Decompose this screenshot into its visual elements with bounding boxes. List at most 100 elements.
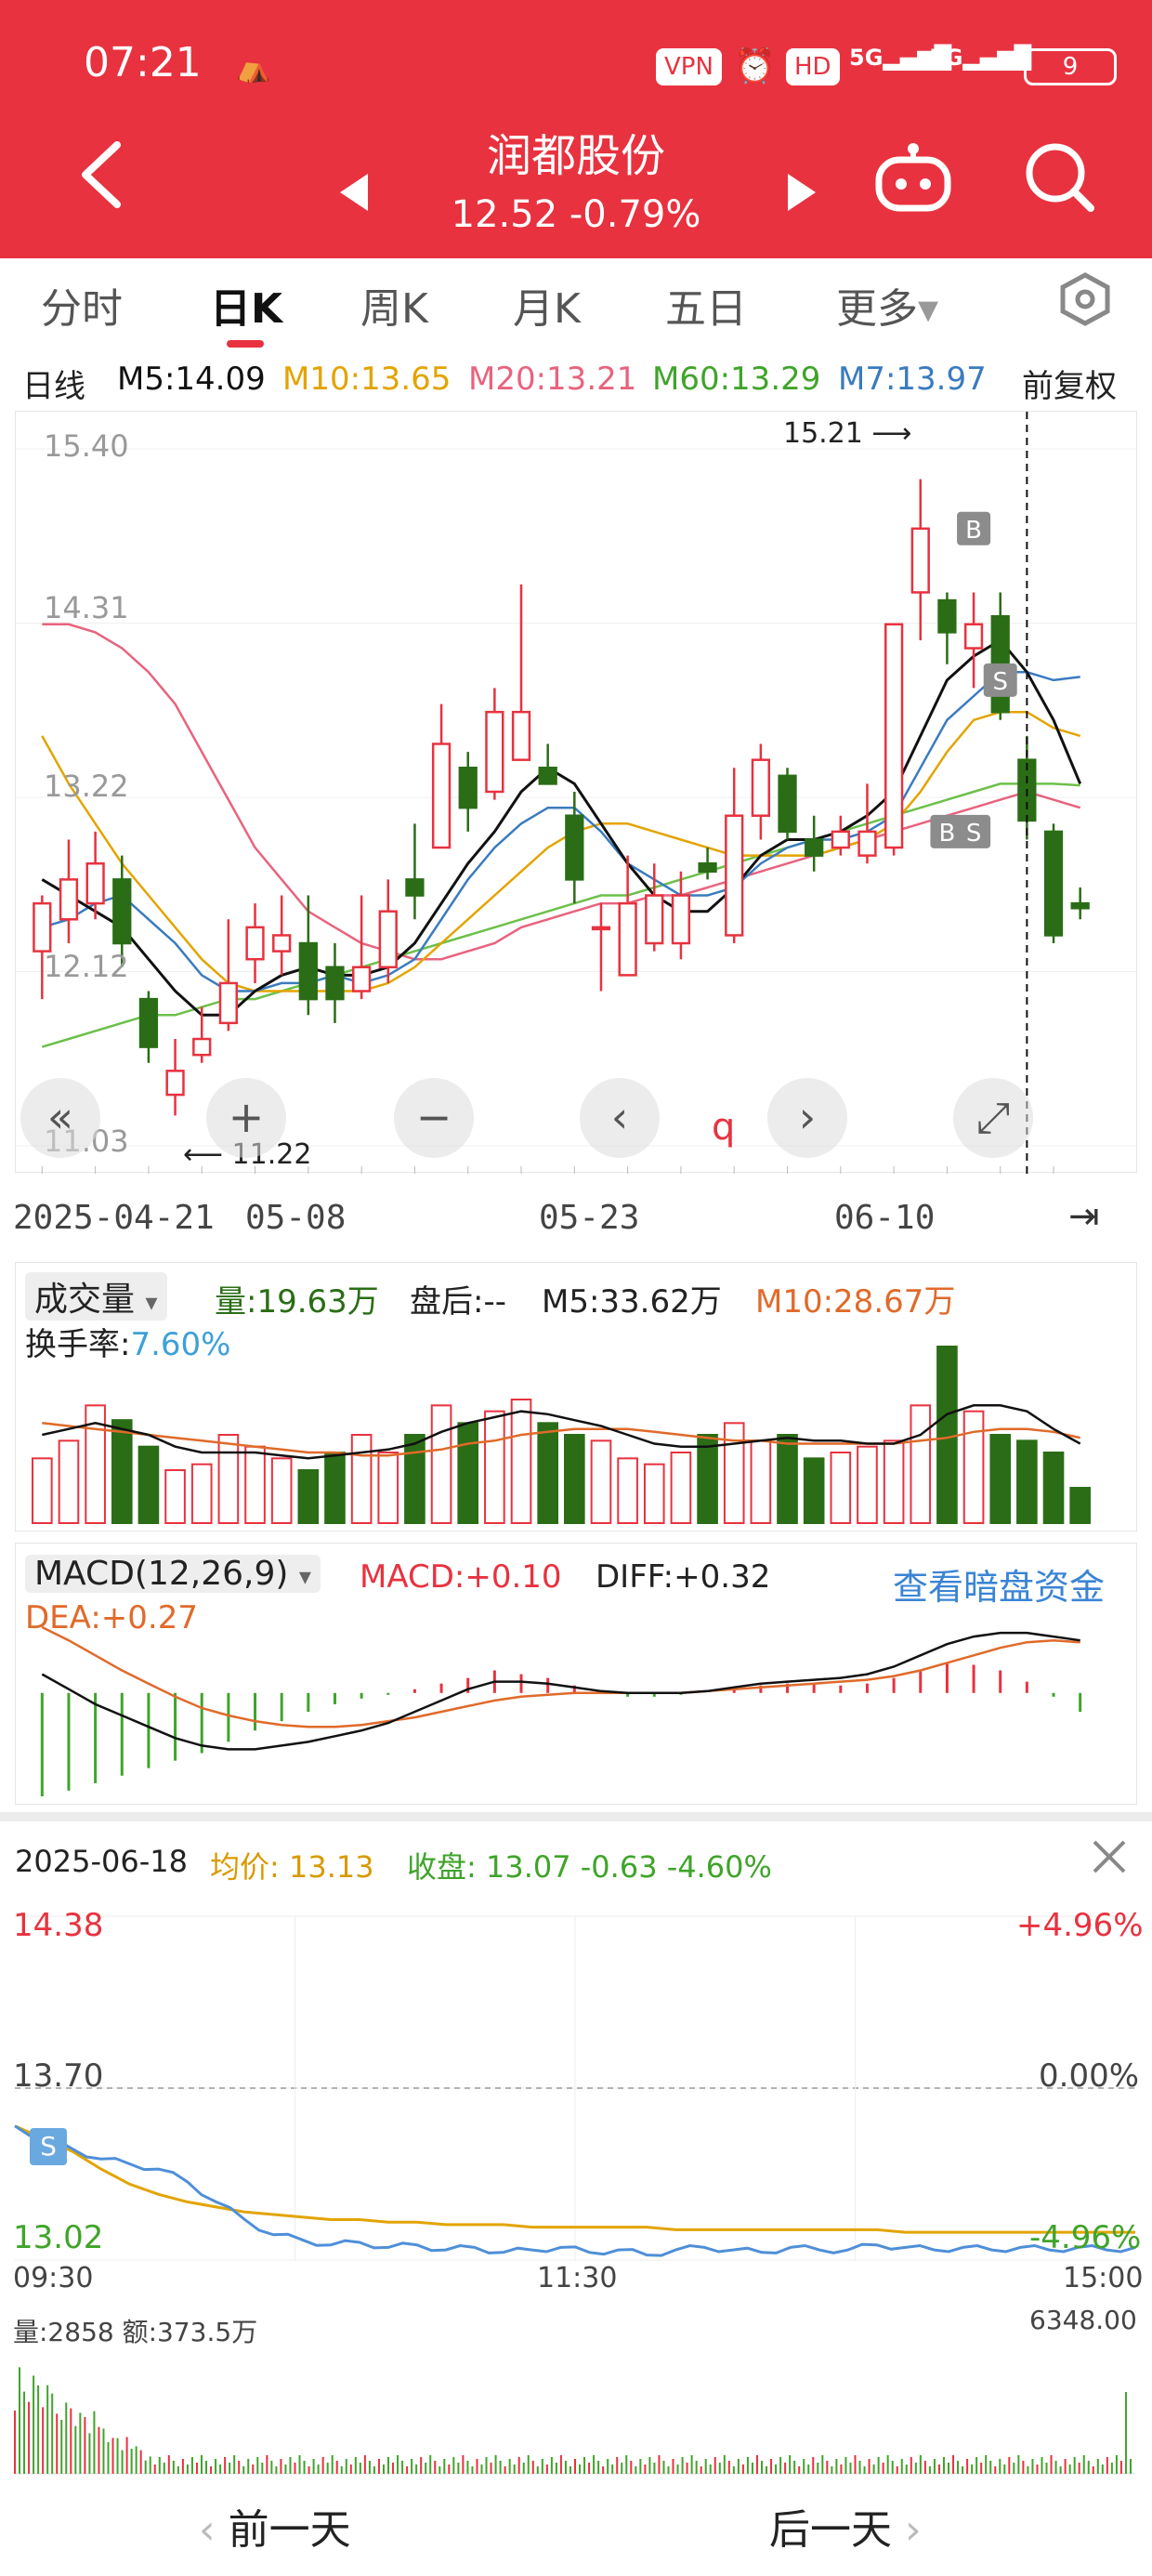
period-tabs: 分时 日K 周K 月K 五日 更多▾	[0, 258, 1152, 351]
volume-bar	[1016, 1439, 1038, 1524]
candle-body	[458, 766, 478, 809]
legend-m60: M60:13.29	[652, 361, 821, 398]
volume-bar	[617, 1457, 638, 1524]
fullscreen-button[interactable]: ⤢	[953, 1078, 1033, 1158]
candle-body	[698, 861, 717, 874]
tab-five-day[interactable]: 五日	[665, 285, 747, 333]
candle-body	[85, 861, 105, 905]
search-button[interactable]	[1022, 139, 1096, 224]
volume-ma10-line	[42, 1422, 1080, 1457]
stock-name: 润都股份	[486, 130, 665, 182]
candle-body	[778, 774, 797, 834]
scroll-right-button[interactable]: ›	[767, 1078, 847, 1158]
close-icon	[1093, 1840, 1126, 1873]
tab-more[interactable]: 更多▾	[836, 285, 939, 333]
legend-m20: M20:13.21	[468, 361, 637, 398]
candle-body	[112, 878, 132, 945]
triangle-left-icon	[340, 174, 368, 211]
volume-bar	[58, 1439, 80, 1524]
intraday-avg: 均价: 13.13	[210, 1849, 374, 1885]
tab-monthly-k[interactable]: 月K	[513, 285, 581, 333]
volume-bar	[244, 1445, 266, 1525]
volume-bar	[510, 1399, 532, 1524]
candle-body	[218, 981, 239, 1025]
candle-body	[618, 901, 637, 977]
intraday-svg	[14, 1915, 1136, 2475]
ma-line-m7	[41, 671, 1080, 992]
chevron-left-icon: ‹	[199, 2506, 229, 2554]
volume-bar	[590, 1439, 612, 1524]
volume-bar	[350, 1434, 373, 1524]
candle-body	[805, 838, 824, 857]
close-detail-button[interactable]	[1089, 1836, 1130, 1881]
candle-body	[165, 1070, 185, 1097]
candle-body	[485, 710, 504, 794]
legend-m7: M7:13.97	[838, 361, 987, 398]
volume-panel[interactable]: 成交量 ▾ 量:19.63万 盘后:-- M5:33.62万 M10:28.67…	[15, 1262, 1137, 1531]
jump-latest-button[interactable]: ⇥	[1068, 1195, 1100, 1238]
volume-bar	[217, 1434, 240, 1524]
settings-button[interactable]	[1057, 271, 1113, 331]
next-day-button[interactable]: 后一天 ›	[769, 2506, 922, 2554]
candle-body	[33, 901, 52, 953]
intraday-date: 2025-06-18	[15, 1844, 188, 1879]
dark-pool-link[interactable]: 查看暗盘资金	[893, 1567, 1106, 1608]
intraday-t-mid: 11:30	[537, 2262, 618, 2294]
trade-marker-bg	[957, 511, 991, 545]
adjust-mode-button[interactable]: 前复权	[1022, 368, 1117, 405]
intraday-y-top: 14.38	[13, 1907, 104, 1944]
candle-body	[405, 878, 425, 897]
volume-bar	[723, 1422, 745, 1524]
tab-daily-k[interactable]: 日K	[210, 285, 283, 333]
date-2: 05-23	[539, 1199, 640, 1237]
turnover-rate: 换手率:7.60%	[25, 1326, 231, 1363]
robot-button[interactable]	[873, 139, 953, 224]
scroll-left-button[interactable]: ‹	[580, 1078, 660, 1158]
candle-body	[1043, 830, 1064, 937]
volume-bar	[457, 1422, 479, 1524]
prev-stock-button[interactable]	[336, 156, 370, 223]
macd-indicator-select[interactable]: MACD(12,26,9) ▾	[25, 1555, 321, 1593]
tab-weekly-k[interactable]: 周K	[360, 285, 428, 333]
trade-marker-text: B	[939, 820, 956, 848]
ma-line-m60	[41, 782, 1080, 1048]
s-trade-marker: S	[30, 2128, 67, 2165]
intraday-y-bot: 13.02	[13, 2219, 104, 2256]
volume-bar	[1042, 1452, 1065, 1524]
volume-bar	[750, 1439, 772, 1524]
y-label-4: 12.12	[44, 949, 129, 984]
candle-body	[751, 758, 771, 817]
intraday-t-start: 09:30	[13, 2262, 94, 2294]
tab-timeshare[interactable]: 分时	[41, 285, 123, 333]
zoom-out-button[interactable]: −	[394, 1078, 474, 1158]
macd-panel[interactable]: MACD(12,26,9) ▾ MACD:+0.10 DIFF:+0.32 查看…	[15, 1543, 1137, 1805]
candle-body	[538, 766, 557, 785]
candle-body	[725, 814, 744, 937]
intraday-pct-mid: 0.00%	[1039, 2057, 1140, 2095]
volume-bar	[430, 1404, 452, 1524]
candle-body	[325, 966, 345, 1001]
high-marker-label: 15.21 ⟶	[783, 417, 912, 450]
next-stock-button[interactable]	[786, 156, 819, 223]
stock-price: 12.52 -0.79%	[451, 193, 701, 236]
search-icon	[1026, 143, 1094, 212]
back-button[interactable]	[74, 138, 130, 222]
volume-bar	[484, 1410, 505, 1525]
volume-bar	[962, 1410, 985, 1525]
prev-day-button[interactable]: ‹ 前一天	[199, 2506, 351, 2554]
volume-bar	[137, 1445, 160, 1525]
dea-line	[41, 1625, 1080, 1728]
scroll-left-fast-button[interactable]: «	[20, 1078, 100, 1158]
volume-bar	[32, 1457, 53, 1524]
notification-icon: ⛺	[236, 52, 271, 85]
volume-indicator-select[interactable]: 成交量 ▾	[25, 1272, 167, 1321]
intraday-close: 收盘: 13.07 -0.63 -4.60%	[407, 1849, 772, 1885]
avg-price-line	[14, 2124, 1135, 2234]
zoom-in-button[interactable]: +	[206, 1078, 286, 1158]
candle-body	[937, 598, 957, 634]
legend-m5: M5:14.09	[117, 361, 266, 398]
intraday-vol-max: 6348.00	[1029, 2305, 1137, 2335]
candle-body	[298, 941, 318, 1001]
volume-bar	[857, 1445, 878, 1525]
